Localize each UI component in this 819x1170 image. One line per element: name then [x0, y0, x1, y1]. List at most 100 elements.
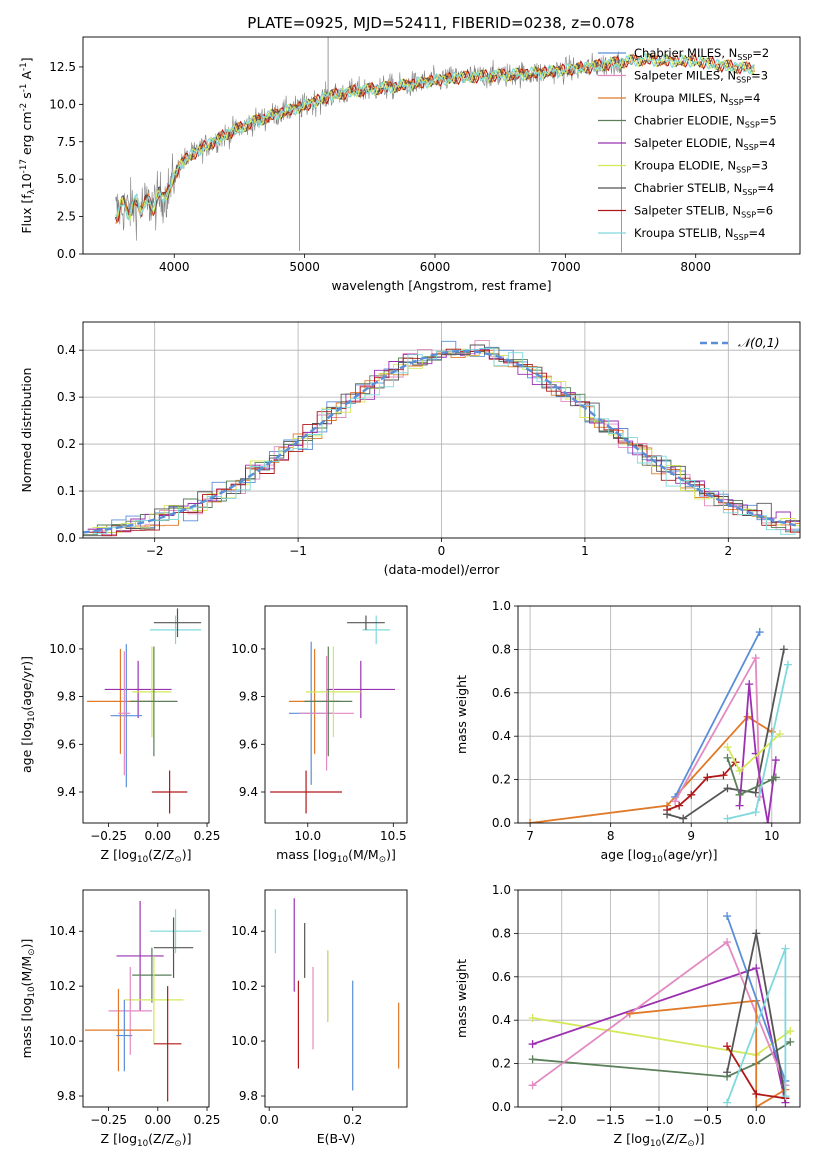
- legend-label-text: Salpeter MILES, N: [634, 69, 736, 83]
- legend-label-suffix: =4: [757, 181, 774, 195]
- panel-ebv_vs_mass: 0.0 0.2 9.8 10.0 10.2 10.4 E(B-V): [231, 889, 408, 1146]
- model-spectrum-kroupa_stelib: [115, 52, 755, 221]
- legend-label-suffix: =4: [744, 91, 761, 105]
- legend-label-kroupa_miles: Kroupa MILES, NSSP=4: [634, 91, 760, 107]
- weight-marker-salpeter_elodie: [528, 1040, 537, 1049]
- weight-marker-chabrier_stelib: [723, 1068, 732, 1077]
- legend-label-chabrier_miles: Chabrier MILES, NSSP=2: [634, 46, 769, 62]
- legend-label-text: Kroupa STELIB, N: [634, 226, 734, 240]
- weight-marker-chabrier_elodie: [786, 1037, 795, 1046]
- legend-label-salpeter_miles: Salpeter MILES, NSSP=3: [634, 69, 768, 85]
- weight-line-salpeter_stelib: [666, 761, 737, 811]
- y-tick-label: 0.4: [57, 343, 76, 357]
- legend-label-subscript: SSP: [736, 166, 751, 175]
- weight-marker-chabrier_elodie: [528, 1055, 537, 1064]
- weight-marker-chabrier_elodie: [735, 790, 744, 799]
- weight-marker-kroupa_miles: [625, 1009, 634, 1018]
- legend-label-gaussian: 𝒩(0,1): [738, 335, 780, 350]
- gaussian-curve: [83, 349, 800, 534]
- weight-marker-chabrier_stelib: [751, 788, 760, 797]
- weight-line-chabrier_elodie: [726, 757, 777, 797]
- legend-label-chabrier_elodie: Chabrier ELODIE, NSSP=5: [634, 114, 777, 130]
- plot-area: [274, 898, 400, 1091]
- plot-area: [115, 37, 755, 253]
- legend-label-suffix: =4: [759, 136, 776, 150]
- axes-frame: [264, 605, 408, 824]
- legend-label-text: Kroupa ELODIE, N: [634, 159, 736, 173]
- weight-marker-chabrier_elodie: [771, 773, 780, 782]
- weight-marker-chabrier_elodie: [767, 775, 776, 784]
- legend-label-chabrier_stelib: Chabrier STELIB, NSSP=4: [634, 181, 774, 197]
- x-axis-label: age [log10​(age/yr)]: [600, 847, 717, 865]
- x-axis-label: Z [log10​(Z/Z⊙​)]: [614, 1131, 705, 1149]
- weight-marker-kroupa_stelib: [723, 814, 732, 823]
- x-tick-label: 5000: [289, 260, 320, 274]
- panel-spectrum: 4000 5000 6000 7000 8000 0.0 2.5 5.0 7.5 10.0 12.5…: [19, 36, 801, 293]
- x-axis-label: Z [log10​(Z/Z⊙​)]: [101, 1131, 192, 1149]
- y-axis-label: Normed distribution: [19, 368, 34, 493]
- legend-label-suffix: =5: [760, 114, 777, 128]
- axes-frame: [82, 889, 210, 1108]
- y-tick-label: 0.0: [492, 816, 511, 830]
- y-tick-label: 0.2: [57, 437, 76, 451]
- y-tick-label: 9.6: [239, 737, 258, 751]
- y-tick-label: 10.0: [49, 1034, 76, 1048]
- legend-label-text: Salpeter STELIB, N: [634, 204, 741, 218]
- y-axis-label: Flux [fλ​10-17​ erg cm-2​ s-1​ A-1​]: [19, 57, 37, 233]
- legend-label-suffix: =4: [749, 226, 766, 240]
- y-tick-label: 0.0: [57, 247, 76, 261]
- y-tick-label: 0.1: [57, 484, 76, 498]
- y-tick-label: 10.2: [49, 979, 76, 993]
- residual-legend: 𝒩(0,1): [700, 335, 780, 350]
- weight-marker-salpeter_miles: [528, 1081, 537, 1090]
- y-axis-label: mass weight: [454, 675, 469, 754]
- weight-marker-kroupa_stelib: [783, 660, 792, 669]
- x-tick-label: 7000: [550, 260, 581, 274]
- weight-marker-salpeter_miles: [751, 654, 760, 663]
- y-tick-label: 0.4: [492, 1013, 511, 1027]
- x-tick-label: −2.0: [547, 1113, 576, 1127]
- y-tick-label: 9.8: [57, 1089, 76, 1103]
- plot-area: [86, 608, 202, 814]
- x-tick-label: −2: [146, 544, 164, 558]
- x-tick-label: −0.5: [693, 1113, 722, 1127]
- model-spectrum-kroupa_elodie: [115, 52, 755, 221]
- x-tick-label: 0.00: [144, 1113, 171, 1127]
- y-tick-label: 0.4: [492, 729, 511, 743]
- y-tick-label: 0.6: [492, 970, 511, 984]
- legend-label-kroupa_stelib: Kroupa STELIB, NSSP=4: [634, 226, 765, 242]
- axes-frame: [517, 605, 801, 824]
- x-axis-label: wavelength [Angstrom, rest frame]: [331, 278, 551, 293]
- weight-marker-salpeter_elodie: [745, 680, 754, 689]
- x-tick-label: 6000: [420, 260, 451, 274]
- plot-area: [270, 615, 396, 814]
- weight-line-kroupa_miles: [629, 999, 786, 1107]
- x-tick-label: −1.0: [644, 1113, 673, 1127]
- weight-marker-chabrier_elodie: [723, 753, 732, 762]
- x-tick-label: 4000: [159, 260, 190, 274]
- axes-frame: [264, 889, 408, 1108]
- y-tick-label: 9.4: [239, 785, 258, 799]
- weight-marker-kroupa_miles: [752, 1103, 761, 1107]
- weight-line-chabrier_miles: [674, 631, 761, 798]
- weight-marker-salpeter_elodie: [752, 964, 761, 973]
- y-tick-label: 10.0: [231, 642, 258, 656]
- weight-marker-chabrier_miles: [755, 628, 764, 637]
- axes-frame: [82, 605, 210, 824]
- y-tick-label: 7.5: [57, 135, 76, 149]
- panel-mass_vs_age: 10.0 10.5 9.4 9.6 9.8 10.0 mass [log10​(M/M⊙​)…: [231, 605, 408, 865]
- weight-marker-kroupa_elodie: [775, 730, 784, 739]
- weight-marker-kroupa_elodie: [786, 1027, 795, 1036]
- panel-z_vs_mass: −0.25 0.00 0.25 9.8 10.0 10.2 10.4 Z [log10​(Z/…: [19, 889, 220, 1149]
- x-tick-label: 0: [438, 544, 446, 558]
- weight-marker-kroupa_elodie: [723, 743, 732, 752]
- x-tick-label: 9: [687, 829, 695, 843]
- y-tick-label: 0.2: [492, 1057, 511, 1071]
- x-tick-label: 0.0: [747, 1113, 766, 1127]
- x-tick-label: −1.5: [596, 1113, 625, 1127]
- x-tick-label: 0.0: [260, 1113, 279, 1127]
- y-tick-label: 9.8: [239, 1089, 258, 1103]
- weight-line-chabrier_miles: [726, 915, 787, 1082]
- weight-marker-kroupa_stelib: [751, 808, 760, 817]
